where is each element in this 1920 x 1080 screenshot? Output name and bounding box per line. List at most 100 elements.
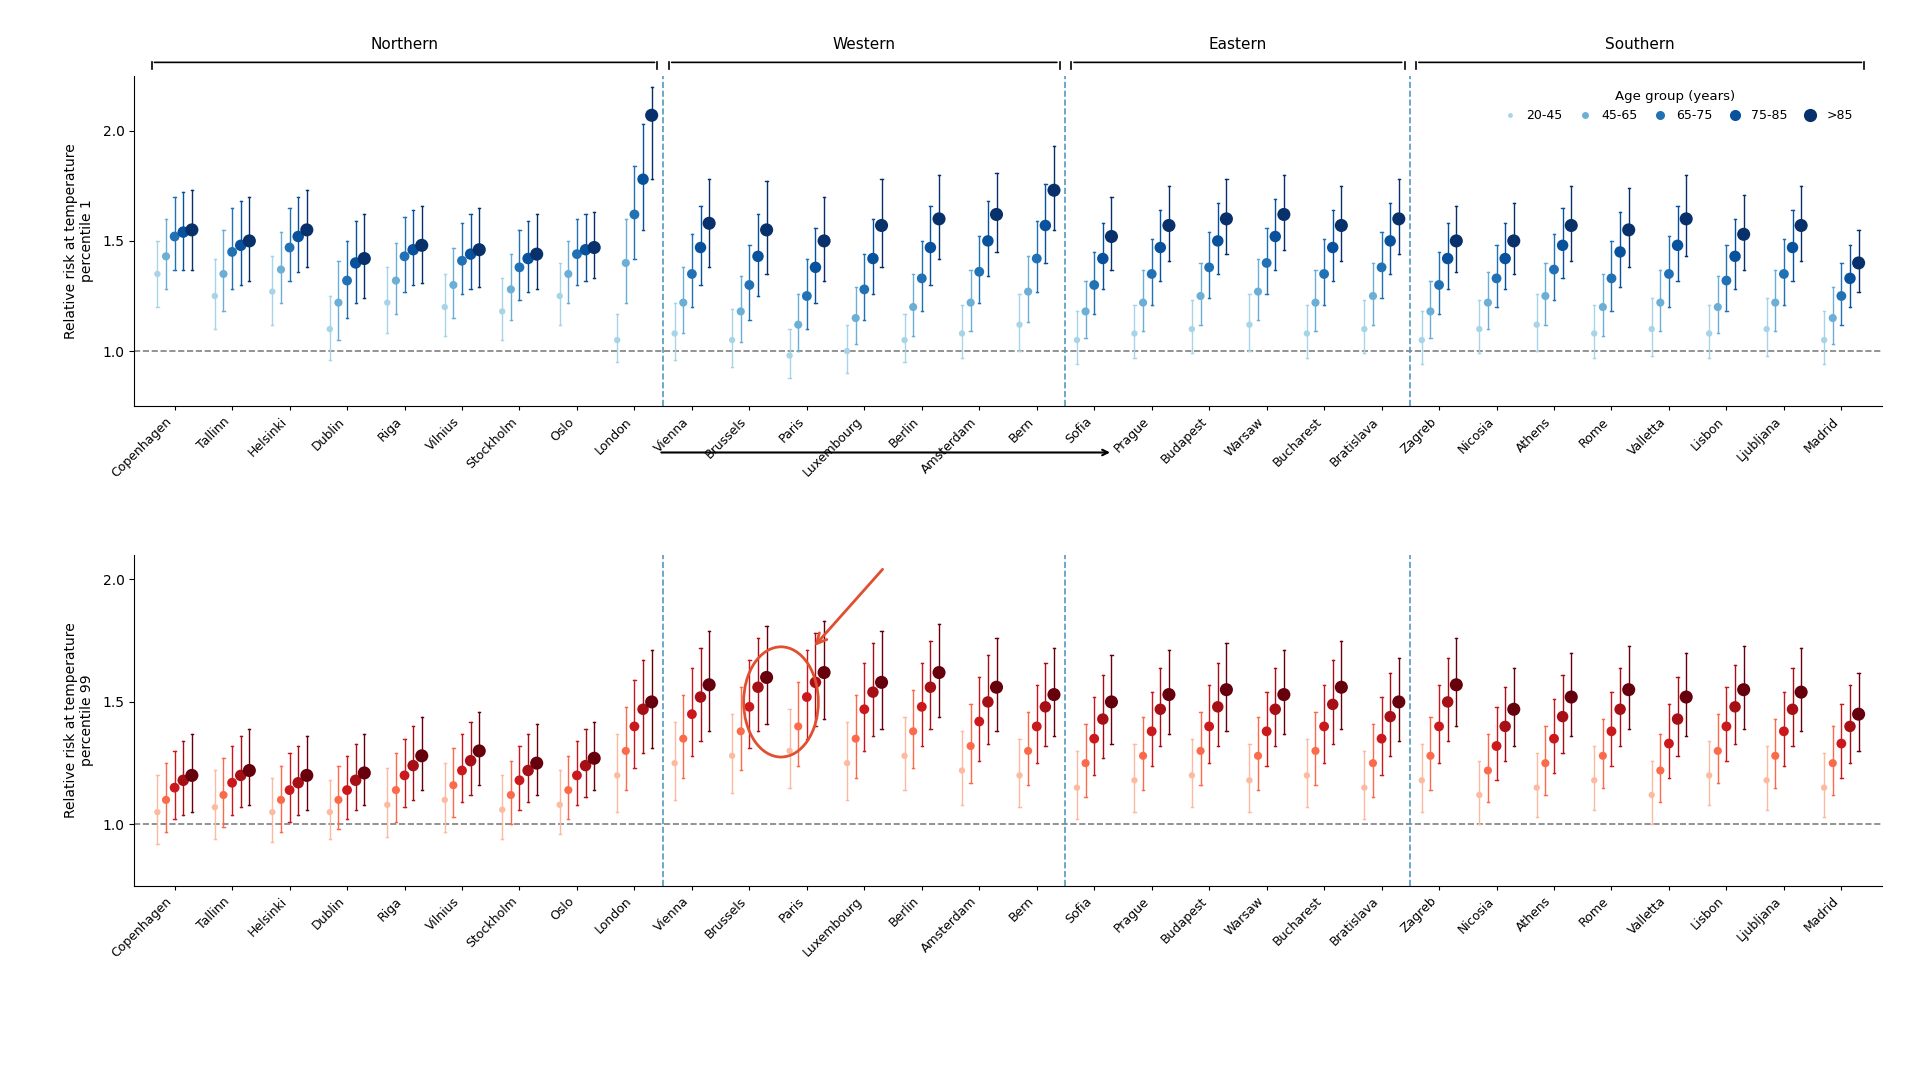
Point (1809, 779, 1839, 796)
Point (1357, 287, 1388, 305)
Point (774, 742, 804, 759)
Point (733, 276, 764, 294)
Point (1751, 771, 1782, 788)
Point (315, 321, 346, 338)
Point (1720, 247, 1751, 265)
Point (495, 281, 526, 298)
Point (801, 674, 831, 691)
Point (1202, 698, 1233, 715)
Point (1786, 684, 1816, 701)
Point (1761, 747, 1791, 765)
Point (177, 221, 207, 239)
Point (808, 664, 839, 681)
Point (1693, 325, 1724, 342)
Point (636, 107, 666, 124)
Point (808, 232, 839, 249)
Point (217, 774, 248, 792)
Point (1588, 747, 1619, 765)
Point (1663, 711, 1693, 728)
Point (257, 804, 288, 821)
Point (1327, 678, 1357, 696)
Point (1463, 786, 1494, 804)
Point (292, 221, 323, 239)
Point (1778, 701, 1809, 718)
Point (947, 325, 977, 342)
Point (570, 757, 601, 774)
Point (1786, 217, 1816, 234)
Point (1613, 681, 1644, 699)
Point (1177, 767, 1208, 784)
Point (1521, 779, 1551, 796)
Point (380, 272, 411, 289)
Point (726, 723, 756, 740)
Point (455, 752, 486, 769)
Point (159, 228, 190, 245)
Point (1836, 718, 1866, 735)
Point (438, 777, 468, 794)
Point (1720, 698, 1751, 715)
Point (1137, 266, 1167, 283)
Point (1711, 718, 1741, 735)
Point (438, 276, 468, 294)
Point (505, 771, 536, 788)
Point (1269, 686, 1300, 703)
Point (774, 347, 804, 364)
Point (265, 792, 296, 809)
Point (693, 215, 724, 232)
Point (1530, 287, 1561, 305)
Point (791, 688, 822, 705)
Point (167, 224, 198, 241)
Point (899, 298, 929, 315)
Point (1490, 718, 1521, 735)
Point (407, 237, 438, 254)
Point (513, 761, 543, 779)
Point (505, 259, 536, 276)
Point (1242, 283, 1273, 300)
Point (1818, 755, 1849, 772)
Point (916, 239, 947, 256)
Point (1425, 276, 1455, 294)
Point (1012, 283, 1043, 300)
Point (1596, 270, 1626, 287)
Point (1300, 294, 1331, 311)
Point (973, 232, 1004, 249)
Point (841, 309, 872, 326)
Point (726, 302, 756, 320)
Point (1768, 266, 1799, 283)
Point (1751, 321, 1782, 338)
Point (1127, 747, 1158, 765)
Point (265, 261, 296, 279)
Point (323, 294, 353, 311)
Point (323, 792, 353, 809)
Point (924, 211, 954, 228)
Y-axis label: Relative risk at temperature
percentile 99: Relative risk at temperature percentile … (63, 622, 94, 819)
Text: Southern: Southern (1605, 38, 1674, 53)
Point (177, 767, 207, 784)
Point (1613, 221, 1644, 239)
Point (1235, 316, 1265, 334)
Point (150, 247, 180, 265)
Point (1578, 771, 1609, 788)
Point (1039, 181, 1069, 199)
Point (1185, 287, 1215, 305)
Point (1407, 332, 1438, 349)
Point (1350, 321, 1380, 338)
Point (1636, 321, 1667, 338)
Point (636, 693, 666, 711)
Point (1588, 298, 1619, 315)
Point (1645, 761, 1676, 779)
Point (275, 782, 305, 799)
Point (390, 247, 420, 265)
Point (831, 342, 862, 360)
Point (1367, 259, 1398, 276)
Point (1144, 701, 1175, 718)
Point (733, 698, 764, 715)
Point (1062, 332, 1092, 349)
Point (1480, 738, 1511, 755)
Point (1087, 711, 1117, 728)
Point (217, 243, 248, 260)
Point (947, 761, 977, 779)
Point (1069, 302, 1100, 320)
Point (906, 698, 937, 715)
Point (1407, 771, 1438, 788)
